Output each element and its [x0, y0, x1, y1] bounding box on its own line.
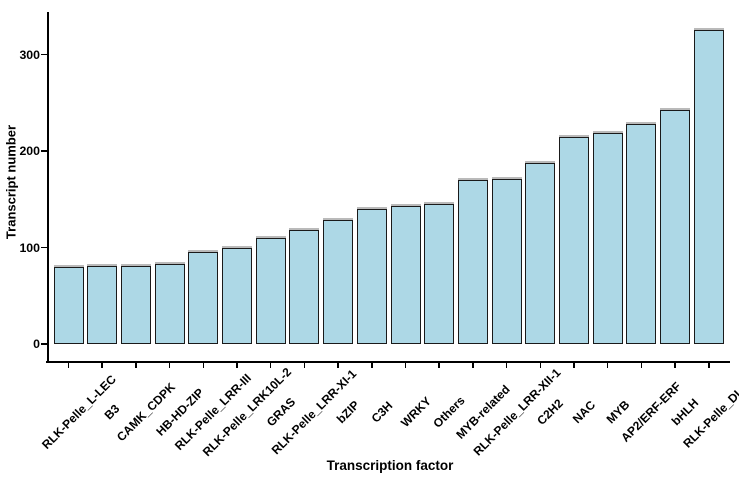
x-axis-title: Transcription factor [326, 458, 454, 473]
bar [660, 109, 691, 344]
x-tick [101, 363, 103, 368]
x-tick [404, 363, 407, 368]
x-tick [708, 363, 710, 368]
bar [592, 132, 623, 344]
y-tick [41, 246, 47, 249]
x-tick [674, 363, 676, 368]
bar [87, 265, 118, 344]
x-tick [505, 363, 508, 368]
y-tick-label: 300 [19, 47, 40, 62]
bar [356, 208, 387, 344]
x-tick [640, 363, 643, 368]
bar [323, 220, 354, 344]
x-tick [168, 363, 171, 368]
bar [491, 178, 522, 344]
x-tick [573, 363, 575, 368]
x-tick [236, 363, 238, 368]
y-tick [41, 150, 47, 152]
y-axis-line [47, 12, 49, 363]
x-tick [472, 363, 474, 368]
bar [424, 204, 455, 344]
bar [626, 123, 657, 344]
x-tick [539, 363, 542, 368]
bar [255, 237, 286, 344]
bar [53, 266, 84, 344]
x-tick [438, 363, 440, 368]
x-tick [337, 363, 339, 368]
bar [390, 206, 421, 344]
bar [120, 265, 151, 344]
x-tick [371, 363, 373, 368]
y-tick [41, 343, 47, 345]
x-tick [269, 363, 272, 368]
x-tick [303, 363, 306, 368]
bar [693, 30, 724, 344]
y-tick-label: 100 [19, 240, 40, 255]
bar [188, 252, 219, 344]
x-axis-line [46, 361, 730, 363]
y-tick-label: 0 [33, 337, 40, 351]
y-tick [41, 53, 47, 56]
bar [154, 263, 185, 344]
bar [222, 247, 252, 344]
x-tick [606, 363, 609, 368]
x-tick [135, 363, 137, 368]
bar [559, 136, 589, 344]
x-tick [202, 363, 205, 368]
bar [289, 230, 320, 344]
bar [525, 162, 556, 344]
y-tick-label: 200 [19, 144, 40, 158]
bar [457, 179, 488, 344]
x-tick [67, 363, 70, 368]
